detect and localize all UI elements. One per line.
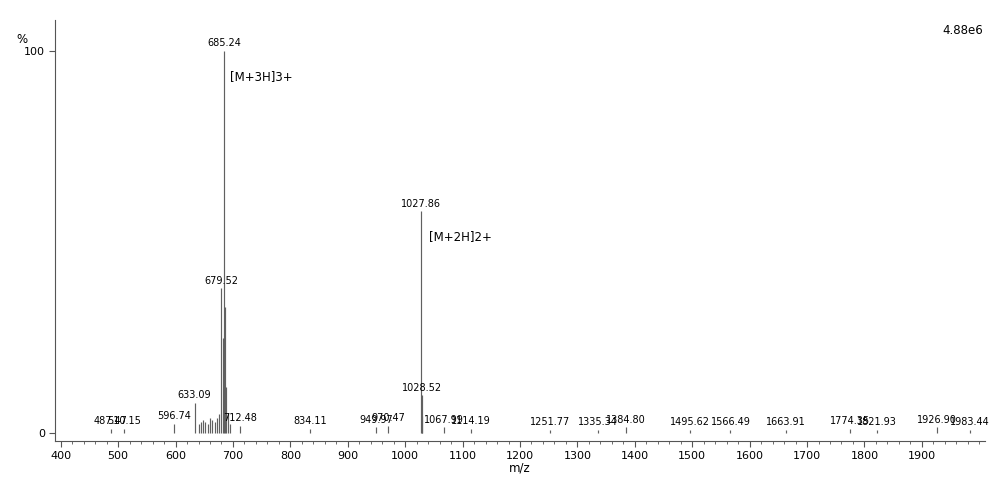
Text: 679.52: 679.52: [204, 276, 238, 286]
Text: 1774.35: 1774.35: [830, 416, 870, 426]
Y-axis label: %: %: [16, 33, 27, 46]
Text: 596.74: 596.74: [157, 411, 191, 421]
Text: 1495.62: 1495.62: [670, 417, 710, 427]
X-axis label: m/z: m/z: [509, 462, 531, 475]
Text: 1983.44: 1983.44: [950, 417, 990, 427]
Text: 1028.52: 1028.52: [401, 383, 442, 393]
Text: 1027.86: 1027.86: [401, 199, 441, 209]
Text: 712.48: 712.48: [223, 413, 257, 423]
Text: 1335.34: 1335.34: [578, 417, 618, 427]
Text: 949.97: 949.97: [360, 415, 393, 425]
Text: 1821.93: 1821.93: [857, 417, 897, 427]
Text: 1384.80: 1384.80: [606, 415, 646, 425]
Text: 1114.19: 1114.19: [451, 416, 491, 426]
Text: [M+2H]2+: [M+2H]2+: [429, 230, 492, 243]
Text: 1926.90: 1926.90: [917, 415, 957, 425]
Text: [M+3H]3+: [M+3H]3+: [230, 70, 293, 83]
Text: 970.47: 970.47: [371, 413, 405, 423]
Text: 1663.91: 1663.91: [766, 417, 806, 427]
Text: 1251.77: 1251.77: [530, 417, 570, 427]
Text: 4.88e6: 4.88e6: [942, 24, 983, 37]
Text: 685.24: 685.24: [208, 39, 241, 49]
Text: 487.47: 487.47: [94, 416, 128, 426]
Text: 1566.49: 1566.49: [710, 417, 750, 427]
Text: 1067.99: 1067.99: [424, 415, 464, 425]
Text: 834.11: 834.11: [293, 416, 327, 426]
Text: 510.15: 510.15: [107, 416, 141, 426]
Text: 633.09: 633.09: [178, 390, 211, 400]
